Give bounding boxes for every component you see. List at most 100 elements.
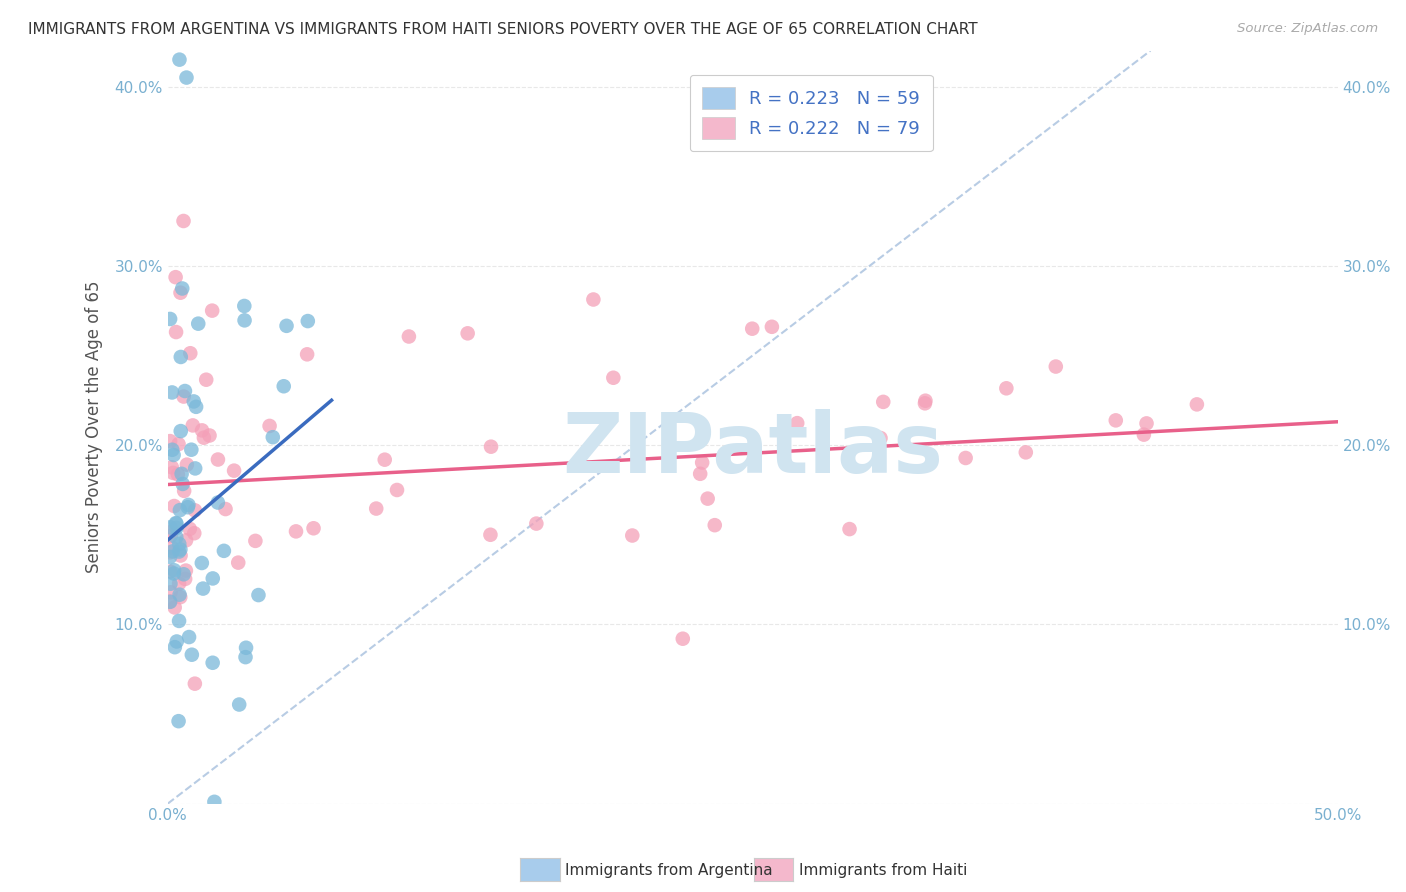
Point	[167, 576, 190, 591]
Point	[165, 516, 187, 531]
Point	[761, 319, 783, 334]
Point	[162, 442, 184, 457]
Point	[1135, 417, 1157, 431]
Point	[159, 525, 181, 540]
Point	[167, 544, 190, 558]
Point	[398, 329, 420, 343]
Point	[160, 541, 183, 555]
Point	[914, 393, 936, 408]
Point	[173, 214, 195, 228]
Point	[602, 370, 624, 384]
Point	[247, 588, 270, 602]
Point	[207, 452, 229, 467]
Point	[159, 594, 181, 608]
Point	[179, 346, 201, 360]
Point	[838, 522, 860, 536]
Point	[366, 501, 388, 516]
Point	[259, 418, 281, 433]
Point	[163, 499, 186, 513]
Point	[173, 390, 195, 404]
Point	[163, 640, 186, 655]
Point	[191, 556, 214, 570]
Point	[162, 448, 184, 462]
Point	[184, 461, 207, 475]
Point	[167, 714, 190, 728]
Point	[160, 385, 183, 400]
Point	[297, 314, 319, 328]
Point	[169, 549, 191, 563]
Text: Immigrants from Argentina: Immigrants from Argentina	[565, 863, 773, 878]
Point	[955, 450, 977, 465]
Point	[165, 516, 187, 530]
Legend: R = 0.223   N = 59, R = 0.222   N = 79: R = 0.223 N = 59, R = 0.222 N = 79	[690, 75, 932, 152]
Point	[184, 503, 207, 517]
Point	[262, 430, 284, 444]
Point	[479, 528, 502, 542]
Point	[703, 518, 725, 533]
Point	[170, 467, 193, 481]
Point	[212, 544, 235, 558]
Point	[524, 516, 547, 531]
Point	[191, 582, 214, 596]
Point	[174, 564, 197, 578]
Point	[167, 614, 190, 628]
Point	[184, 676, 207, 690]
Point	[285, 524, 308, 539]
Point	[169, 53, 191, 67]
Point	[177, 498, 200, 512]
Point	[696, 491, 718, 506]
Point	[302, 521, 325, 535]
Point	[169, 537, 191, 551]
Point	[191, 423, 214, 437]
Point	[786, 416, 808, 430]
Point	[228, 698, 250, 712]
Point	[159, 434, 181, 449]
Point	[176, 458, 198, 472]
Point	[201, 303, 224, 318]
Point	[479, 440, 502, 454]
Point	[162, 466, 184, 480]
Point	[176, 70, 198, 85]
Point	[163, 563, 186, 577]
Point	[169, 588, 191, 602]
Point	[166, 521, 188, 535]
Point	[159, 529, 181, 543]
Point	[173, 483, 195, 498]
Point	[159, 565, 181, 579]
Point	[872, 395, 894, 409]
Point	[177, 500, 200, 515]
Y-axis label: Seniors Poverty Over the Age of 65: Seniors Poverty Over the Age of 65	[86, 281, 103, 574]
Point	[165, 325, 187, 339]
Point	[166, 634, 188, 648]
Point	[1105, 413, 1128, 427]
Point	[276, 318, 298, 333]
Point	[222, 464, 245, 478]
Text: Immigrants from Haiti: Immigrants from Haiti	[799, 863, 967, 878]
Point	[233, 313, 256, 327]
Point	[187, 317, 209, 331]
Point	[159, 549, 181, 564]
Point	[169, 503, 191, 517]
Point	[180, 442, 202, 457]
Point	[193, 431, 215, 445]
Point	[179, 522, 201, 536]
Point	[689, 467, 711, 481]
Point	[385, 483, 408, 497]
Point	[995, 381, 1018, 395]
Point	[195, 373, 218, 387]
Point	[174, 572, 197, 586]
Point	[181, 418, 204, 433]
Point	[235, 650, 257, 665]
Point	[180, 648, 202, 662]
Point	[672, 632, 695, 646]
Point	[741, 321, 763, 335]
Point	[159, 576, 181, 591]
Point	[170, 424, 193, 438]
Point	[183, 526, 205, 541]
Point	[214, 502, 236, 516]
Point	[159, 595, 181, 609]
Point	[163, 566, 186, 581]
Point	[226, 556, 249, 570]
Point	[160, 460, 183, 475]
Point	[202, 795, 225, 809]
